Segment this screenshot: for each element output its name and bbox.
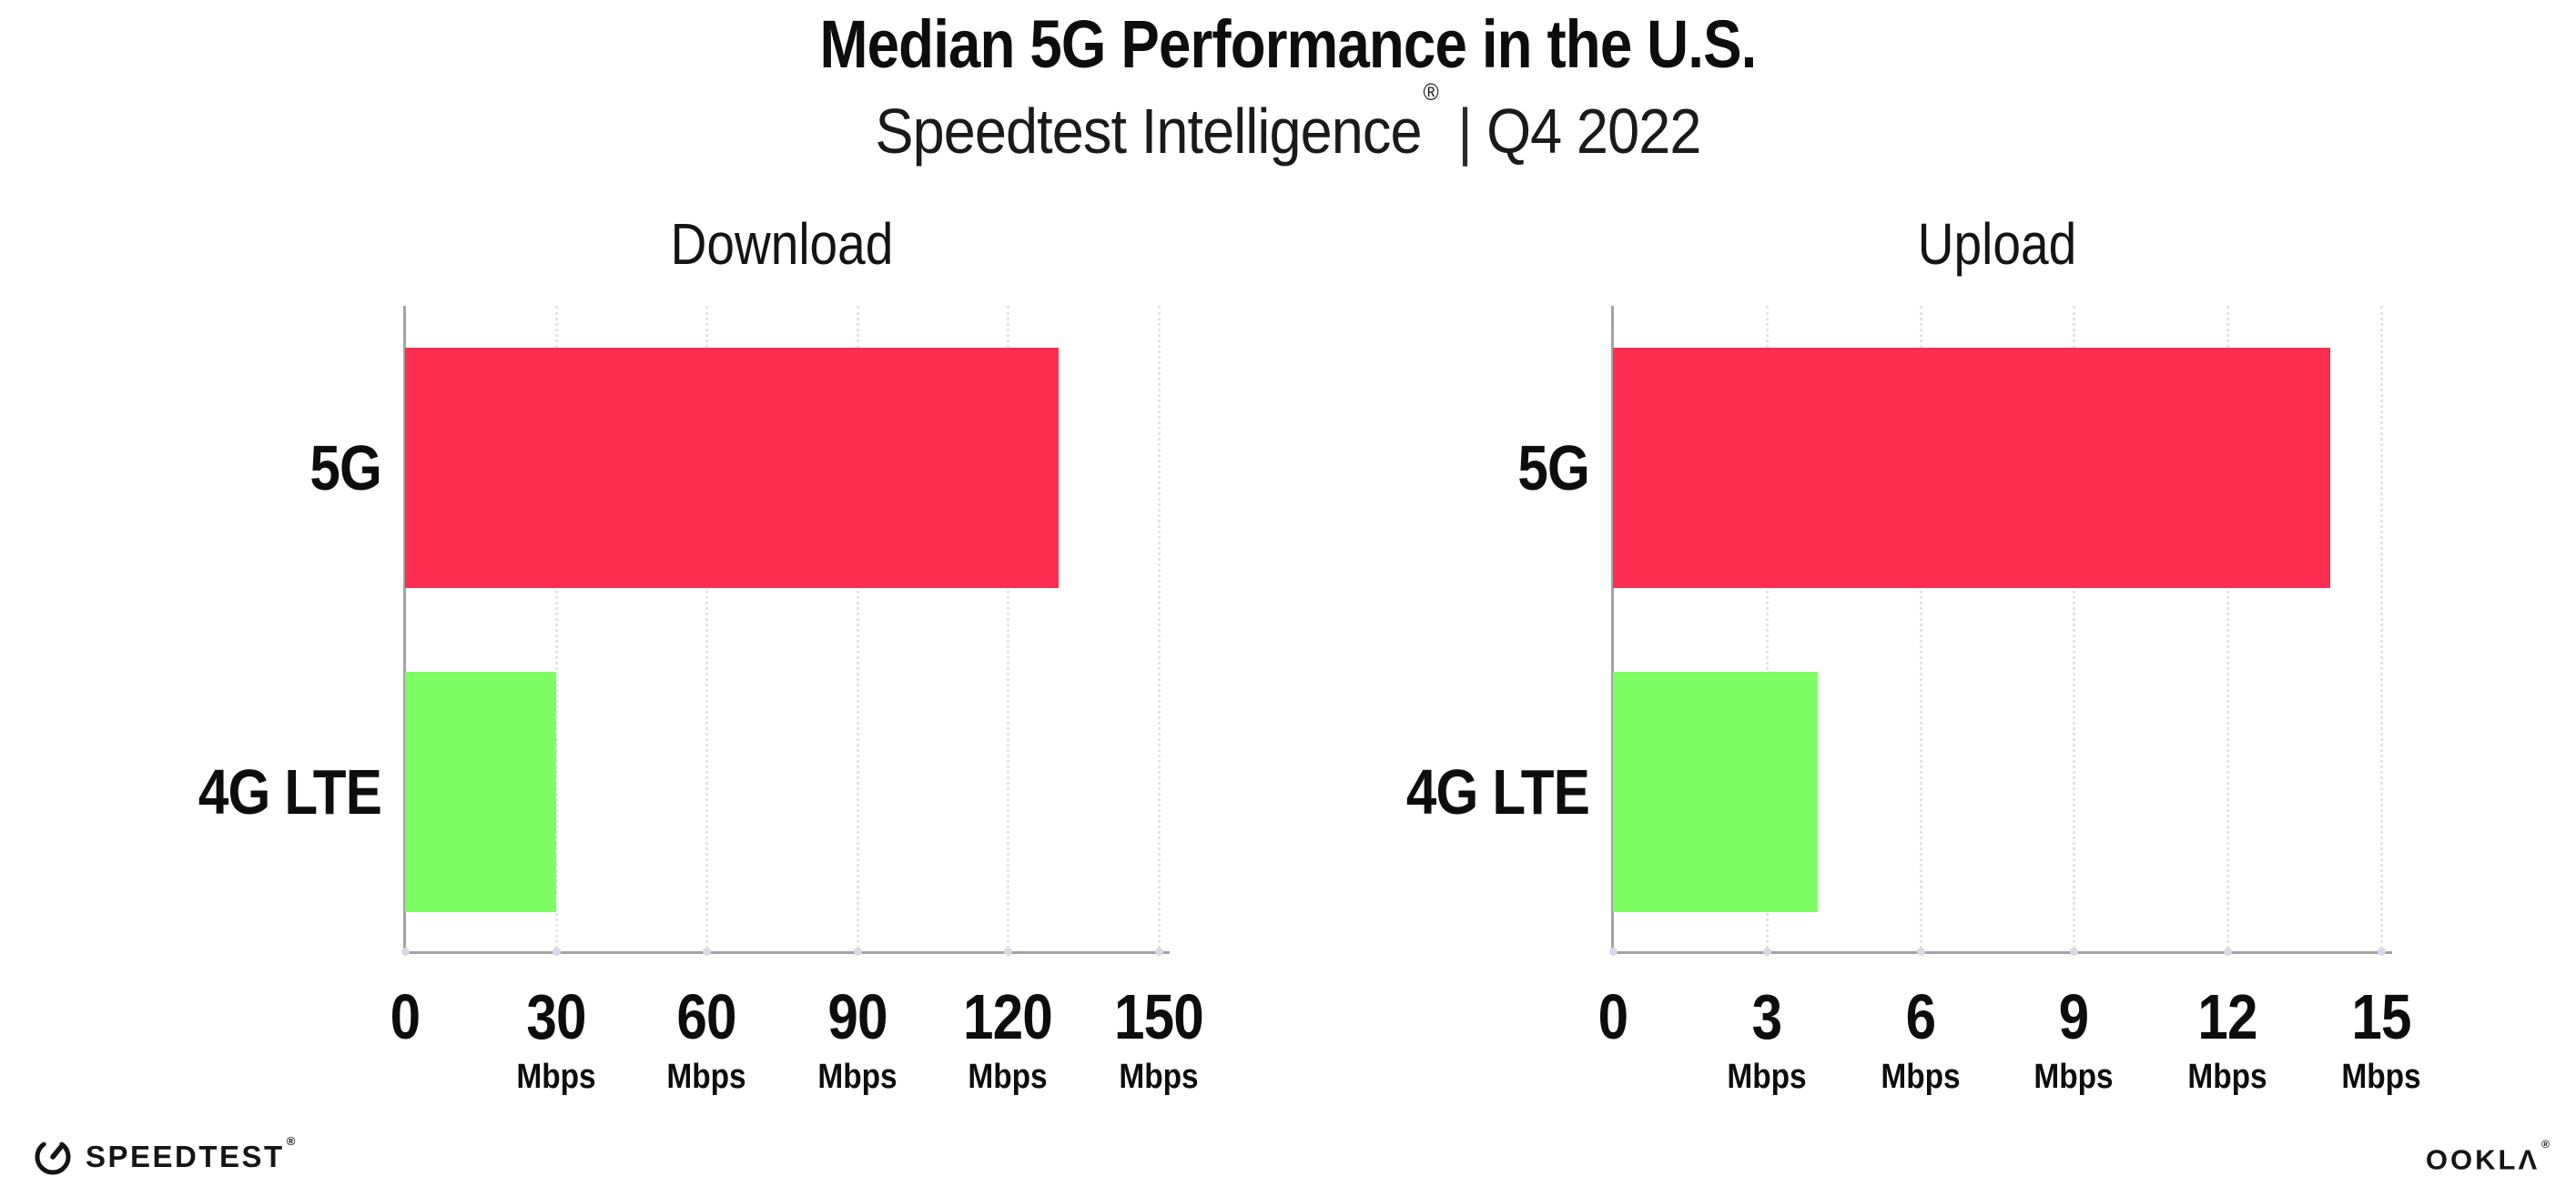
ookla-logo: OOKLΛ ® bbox=[2425, 1138, 2552, 1176]
axis-tick-dot-upload-3 bbox=[1762, 948, 1771, 956]
x-tick-unit-upload-12: Mbps bbox=[2187, 1058, 2267, 1096]
gridline-upload-6 bbox=[1919, 306, 1922, 954]
x-tick-label-download-30: 30 bbox=[525, 981, 586, 1052]
x-tick-label-download-0: 0 bbox=[390, 981, 421, 1052]
bar-5g-upload bbox=[1613, 348, 2330, 588]
x-tick-unit-upload-9: Mbps bbox=[2033, 1058, 2115, 1096]
y-axis-line-upload bbox=[1611, 306, 1614, 954]
x-tick-unit-download-90: Mbps bbox=[817, 1058, 898, 1096]
y-axis-line-download bbox=[403, 306, 406, 954]
chart-title-upload: Upload bbox=[1917, 211, 2077, 277]
axis-tick-dot-upload-12 bbox=[2224, 948, 2233, 956]
gridline-download-150 bbox=[1158, 306, 1161, 954]
ookla-registered-icon: ® bbox=[2541, 1138, 2552, 1151]
subtitle-brand: Speedtest Intelligence bbox=[875, 96, 1423, 167]
axis-tick-dot-download-0 bbox=[401, 948, 410, 956]
x-axis-line-download bbox=[403, 951, 1170, 954]
x-tick-unit-download-60: Mbps bbox=[666, 1058, 746, 1096]
x-tick-label-upload-15: 15 bbox=[2351, 981, 2411, 1052]
x-tick-label-download-120: 120 bbox=[963, 981, 1053, 1052]
axis-tick-dot-download-120 bbox=[1004, 948, 1013, 956]
speedtest-registered-icon: ® bbox=[286, 1134, 298, 1148]
axis-tick-dot-upload-0 bbox=[1609, 948, 1618, 956]
figure-title: Median 5G Performance in the U.S. bbox=[819, 6, 1757, 82]
subtitle-period: Q4 2022 bbox=[1486, 96, 1701, 167]
x-tick-label-download-90: 90 bbox=[827, 981, 887, 1052]
bar-4g-lte-download bbox=[405, 672, 556, 912]
axis-tick-dot-download-90 bbox=[853, 948, 862, 956]
axis-tick-dot-upload-6 bbox=[1916, 948, 1925, 956]
bar-4g-lte-upload bbox=[1613, 672, 1819, 912]
gridline-upload-12 bbox=[2226, 306, 2230, 954]
gridline-upload-9 bbox=[2073, 306, 2076, 954]
x-tick-unit-download-120: Mbps bbox=[968, 1058, 1049, 1096]
gridline-upload-15 bbox=[2380, 306, 2383, 954]
x-tick-unit-download-30: Mbps bbox=[515, 1058, 596, 1096]
axis-tick-dot-download-60 bbox=[703, 948, 712, 956]
axis-tick-dot-download-30 bbox=[552, 948, 561, 956]
x-tick-unit-download-150: Mbps bbox=[1119, 1058, 1199, 1096]
registered-trademark-icon: ® bbox=[1423, 77, 1438, 106]
bar-5g-download bbox=[405, 348, 1059, 588]
x-axis-line-upload bbox=[1611, 951, 2392, 954]
category-label-4g-lte-upload: 4G LTE bbox=[1405, 756, 1590, 827]
category-label-4g-lte-download: 4G LTE bbox=[198, 756, 382, 827]
category-label-5g-download: 5G bbox=[309, 432, 381, 503]
speedtest-gauge-icon bbox=[31, 1133, 75, 1177]
subtitle-divider: | bbox=[1457, 96, 1472, 167]
speedtest-wordmark: SPEEDTEST ® bbox=[86, 1131, 298, 1179]
gridline-download-30 bbox=[554, 306, 558, 954]
x-tick-label-upload-0: 0 bbox=[1597, 981, 1628, 1052]
x-tick-unit-upload-15: Mbps bbox=[2341, 1058, 2421, 1096]
x-tick-unit-upload-6: Mbps bbox=[1880, 1058, 1961, 1096]
x-tick-label-upload-9: 9 bbox=[2059, 981, 2089, 1052]
x-tick-unit-upload-3: Mbps bbox=[1727, 1058, 1807, 1096]
axis-tick-dot-upload-9 bbox=[2070, 948, 2079, 956]
category-label-5g-upload: 5G bbox=[1517, 432, 1589, 503]
ookla-label: OOKLΛ bbox=[2425, 1143, 2541, 1176]
axis-tick-dot-upload-15 bbox=[2378, 948, 2386, 956]
gridline-download-90 bbox=[856, 306, 859, 954]
figure-subtitle: Speedtest Intelligence® | Q4 2022 bbox=[129, 78, 2448, 167]
x-tick-label-upload-6: 6 bbox=[1905, 981, 1935, 1052]
gridline-download-60 bbox=[705, 306, 709, 954]
x-tick-label-upload-3: 3 bbox=[1751, 981, 1782, 1052]
x-tick-label-upload-12: 12 bbox=[2197, 981, 2258, 1052]
speedtest-logo: SPEEDTEST ® bbox=[31, 1131, 298, 1179]
axis-tick-dot-download-150 bbox=[1155, 948, 1163, 956]
gridline-upload-3 bbox=[1765, 306, 1769, 954]
x-tick-label-download-60: 60 bbox=[676, 981, 737, 1052]
x-tick-label-download-150: 150 bbox=[1114, 981, 1204, 1052]
chart-title-download: Download bbox=[670, 211, 894, 277]
gridline-download-120 bbox=[1007, 306, 1010, 954]
speedtest-label: SPEEDTEST bbox=[86, 1140, 285, 1173]
